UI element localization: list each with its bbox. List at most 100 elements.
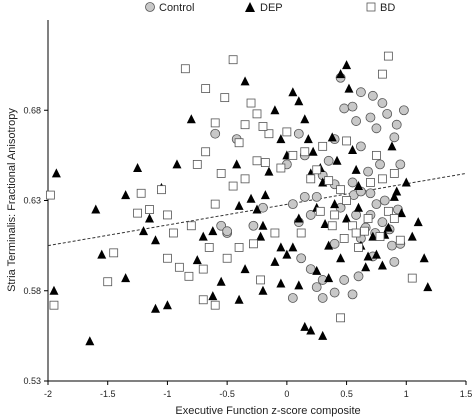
point-dep	[276, 134, 286, 144]
point-dep	[361, 262, 371, 272]
point-dep	[419, 253, 429, 263]
point-control	[311, 191, 322, 202]
point-dep	[232, 159, 242, 169]
point-dep	[392, 186, 402, 196]
point-dep	[288, 87, 298, 97]
point-dep	[208, 226, 218, 236]
point-bd	[351, 228, 361, 238]
point-bd	[327, 221, 337, 231]
point-dep	[401, 177, 411, 187]
point-dep	[294, 213, 304, 223]
point-bd	[389, 214, 399, 223]
point-dep	[377, 260, 387, 270]
point-bd	[204, 243, 214, 252]
point-dep	[330, 199, 340, 209]
point-dep	[150, 235, 160, 245]
point-control	[351, 116, 362, 126]
point-dep	[354, 202, 364, 212]
point-control	[323, 155, 334, 166]
point-dep	[270, 105, 280, 115]
point-dep	[306, 325, 316, 335]
point-control	[222, 226, 233, 237]
point-bd	[252, 109, 262, 119]
point-dep	[324, 273, 334, 283]
point-dep	[308, 146, 318, 156]
x-axis-ticks: -2 -1.5 -1 -0.5 0 0.5 1 1.5	[44, 381, 472, 399]
y-axis-title: Stria Terminalis: Fractional Anisotropy	[6, 108, 18, 292]
point-dep	[258, 220, 268, 230]
point-dep	[133, 163, 143, 173]
point-bd	[201, 84, 211, 93]
point-dep	[256, 231, 266, 241]
point-dep	[371, 249, 381, 259]
point-control	[367, 90, 378, 101]
point-control	[353, 271, 364, 282]
point-control	[375, 159, 385, 170]
point-dep	[397, 208, 407, 218]
point-dep	[97, 249, 107, 259]
point-bd	[133, 208, 142, 218]
point-control	[287, 293, 298, 303]
point-bd	[360, 226, 369, 236]
point-dep	[234, 200, 244, 210]
legend-marker-control	[145, 2, 155, 12]
point-bd	[395, 235, 405, 245]
point-bd	[184, 271, 194, 281]
point-control	[347, 101, 358, 112]
point-control	[387, 240, 397, 251]
point-bd	[186, 221, 196, 231]
point-dep	[387, 141, 397, 151]
point-bd	[157, 185, 166, 195]
point-control	[398, 105, 409, 116]
point-bd	[216, 169, 226, 178]
point-dep	[260, 190, 270, 200]
point-dep	[344, 83, 354, 93]
point-bd	[103, 277, 113, 287]
point-bd	[228, 181, 238, 191]
point-dep	[51, 168, 61, 178]
point-bd	[222, 253, 232, 263]
point-dep	[336, 69, 346, 79]
point-bd	[276, 163, 286, 173]
point-control	[329, 287, 340, 298]
point-control	[347, 177, 358, 188]
x-tick-label: 0	[284, 389, 289, 399]
point-control	[347, 289, 358, 300]
point-dep	[91, 204, 101, 214]
point-bd	[383, 51, 393, 61]
point-dep	[336, 253, 346, 263]
point-bd	[228, 55, 238, 65]
point-dep	[264, 166, 274, 176]
point-bd	[377, 69, 387, 79]
point-dep	[423, 282, 433, 292]
point-dep	[139, 226, 149, 236]
point-control	[363, 166, 373, 177]
y-tick-label: 0.63	[23, 196, 41, 206]
point-control	[391, 119, 402, 130]
point-bd	[260, 158, 270, 167]
point-bd	[383, 206, 393, 216]
point-bd	[312, 165, 322, 175]
point-dep	[240, 264, 250, 274]
point-bd	[336, 313, 346, 323]
point-control	[389, 132, 400, 143]
point-bd	[354, 243, 363, 252]
x-axis-title: Executive Function z-score composite	[175, 405, 360, 417]
x-tick-label: -0.5	[219, 389, 235, 399]
point-bd	[240, 120, 250, 130]
x-tick-label: 1	[404, 389, 409, 399]
point-bd	[210, 118, 220, 128]
point-dep	[121, 273, 131, 283]
point-bd	[210, 300, 220, 310]
point-dep	[407, 231, 417, 241]
point-bd	[315, 206, 325, 216]
point-bd	[145, 205, 154, 214]
point-dep	[318, 330, 328, 340]
x-tick-label: -1.5	[100, 389, 116, 399]
point-dep	[303, 134, 313, 144]
point-bd	[249, 239, 258, 249]
x-tick-label: 0.5	[340, 389, 353, 399]
legend: Control DEP BD	[145, 2, 395, 14]
point-dep	[172, 159, 182, 169]
legend-marker-bd	[366, 2, 376, 12]
